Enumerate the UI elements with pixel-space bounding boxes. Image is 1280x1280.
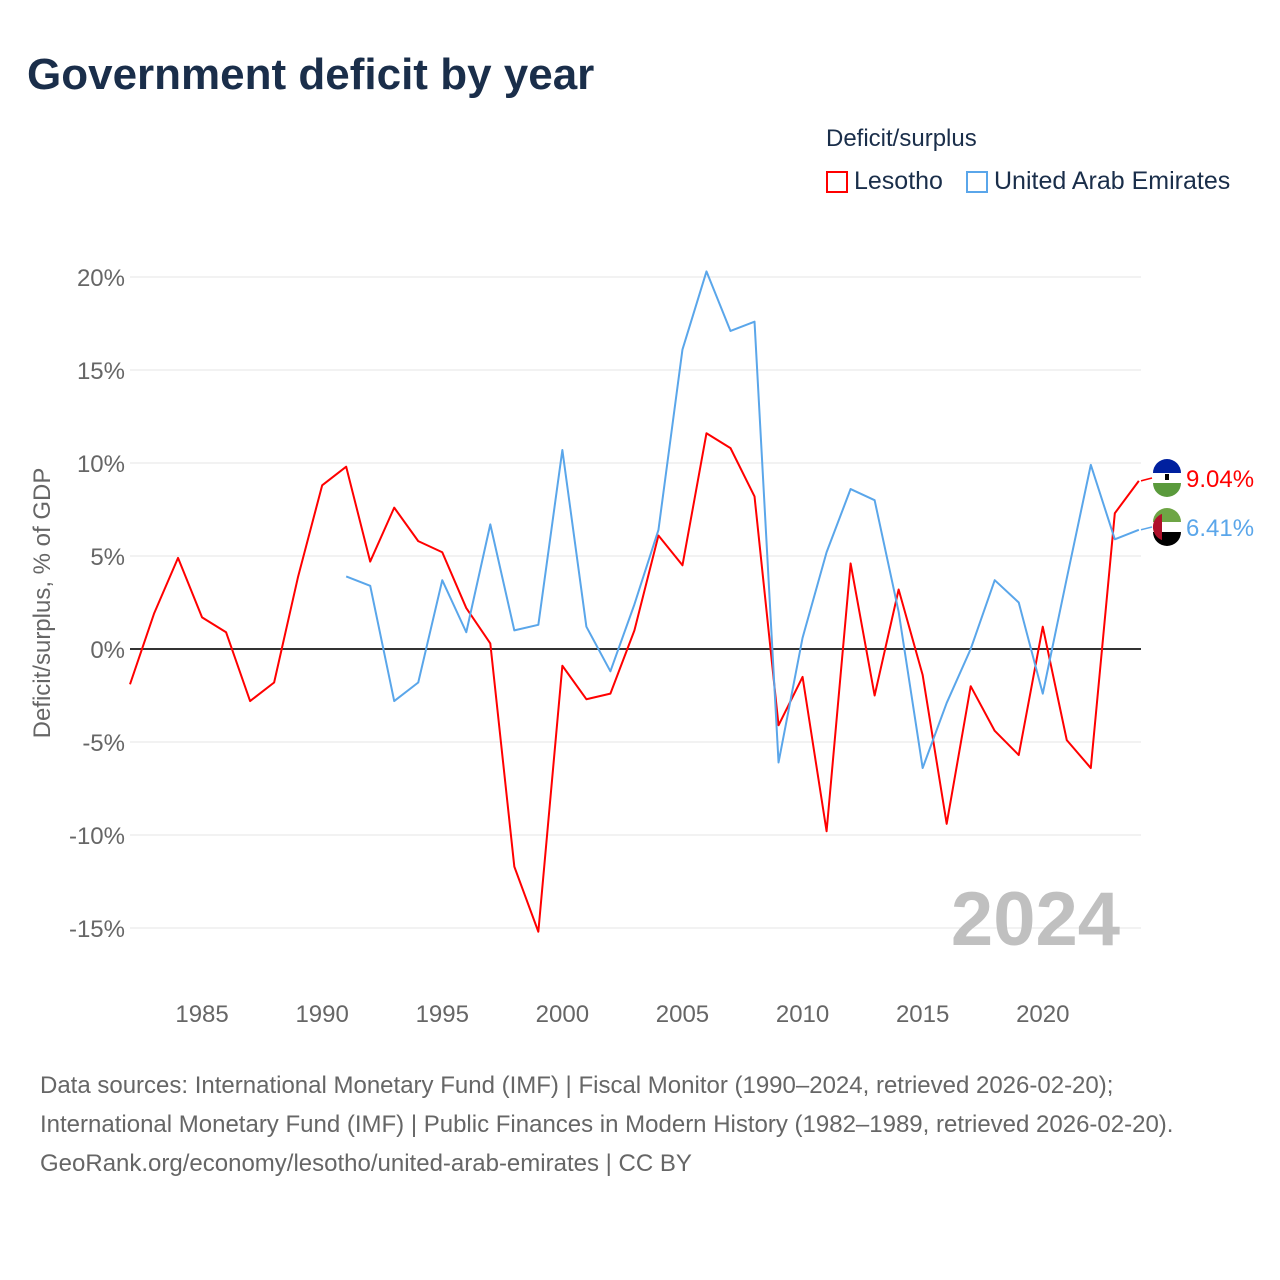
legend-swatch bbox=[826, 170, 848, 193]
end-value-label: 6.41% bbox=[1186, 515, 1254, 542]
x-tick-label: 2005 bbox=[656, 1001, 709, 1028]
source-link[interactable]: GeoRank.org/economy/lesotho/united-arab-… bbox=[40, 1150, 692, 1177]
flag-emblem bbox=[1165, 474, 1169, 480]
x-tick-label: 2010 bbox=[776, 1001, 829, 1028]
x-tick-label: 2015 bbox=[896, 1001, 949, 1028]
y-tick-label: 0% bbox=[90, 637, 125, 664]
y-tick-label: -10% bbox=[69, 823, 125, 850]
end-label-connector bbox=[1140, 526, 1153, 531]
x-tick-label: 2020 bbox=[1016, 1001, 1069, 1028]
y-tick-label: 10% bbox=[77, 451, 125, 478]
legend-label: United Arab Emirates bbox=[994, 167, 1231, 195]
end-label-connector bbox=[1140, 477, 1153, 482]
y-tick-label: -5% bbox=[82, 730, 125, 757]
end-value-label: 9.04% bbox=[1186, 466, 1254, 493]
data-sources: Data sources: International Monetary Fun… bbox=[40, 1072, 1174, 1138]
legend-item-lesotho[interactable]: Lesotho bbox=[826, 167, 943, 196]
series-line-lesotho bbox=[129, 432, 1140, 933]
x-tick-label: 1990 bbox=[295, 1001, 348, 1028]
flag-stripe bbox=[1153, 483, 1181, 497]
legend-label: Lesotho bbox=[854, 167, 943, 195]
legend-title: Deficit/surplus bbox=[826, 125, 977, 152]
y-axis-label: Deficit/surplus, % of GDP bbox=[29, 468, 56, 739]
series-line-uae bbox=[345, 270, 1140, 770]
year-watermark: 2024 bbox=[951, 877, 1120, 962]
line-chart: 20% 15% 10% 5% 0% -5% -10% -15% 1985 1990 1995 2000… bbox=[29, 265, 1254, 1028]
legend-item-uae[interactable]: United Arab Emirates bbox=[966, 167, 1230, 196]
y-tick-label: -15% bbox=[69, 916, 125, 943]
chart-title: Government deficit by year bbox=[27, 50, 595, 99]
flag-stripe bbox=[1152, 513, 1162, 541]
x-tick-label: 2000 bbox=[536, 1001, 589, 1028]
y-tick-label: 15% bbox=[77, 358, 125, 385]
y-tick-label: 5% bbox=[90, 544, 125, 571]
y-tick-label: 20% bbox=[77, 265, 125, 292]
footer: Data sources: International Monetary Fun… bbox=[40, 1066, 1240, 1183]
legend-swatch bbox=[966, 170, 988, 193]
x-tick-label: 1985 bbox=[175, 1001, 228, 1028]
flag-stripe bbox=[1153, 459, 1181, 473]
x-tick-label: 1995 bbox=[416, 1001, 469, 1028]
